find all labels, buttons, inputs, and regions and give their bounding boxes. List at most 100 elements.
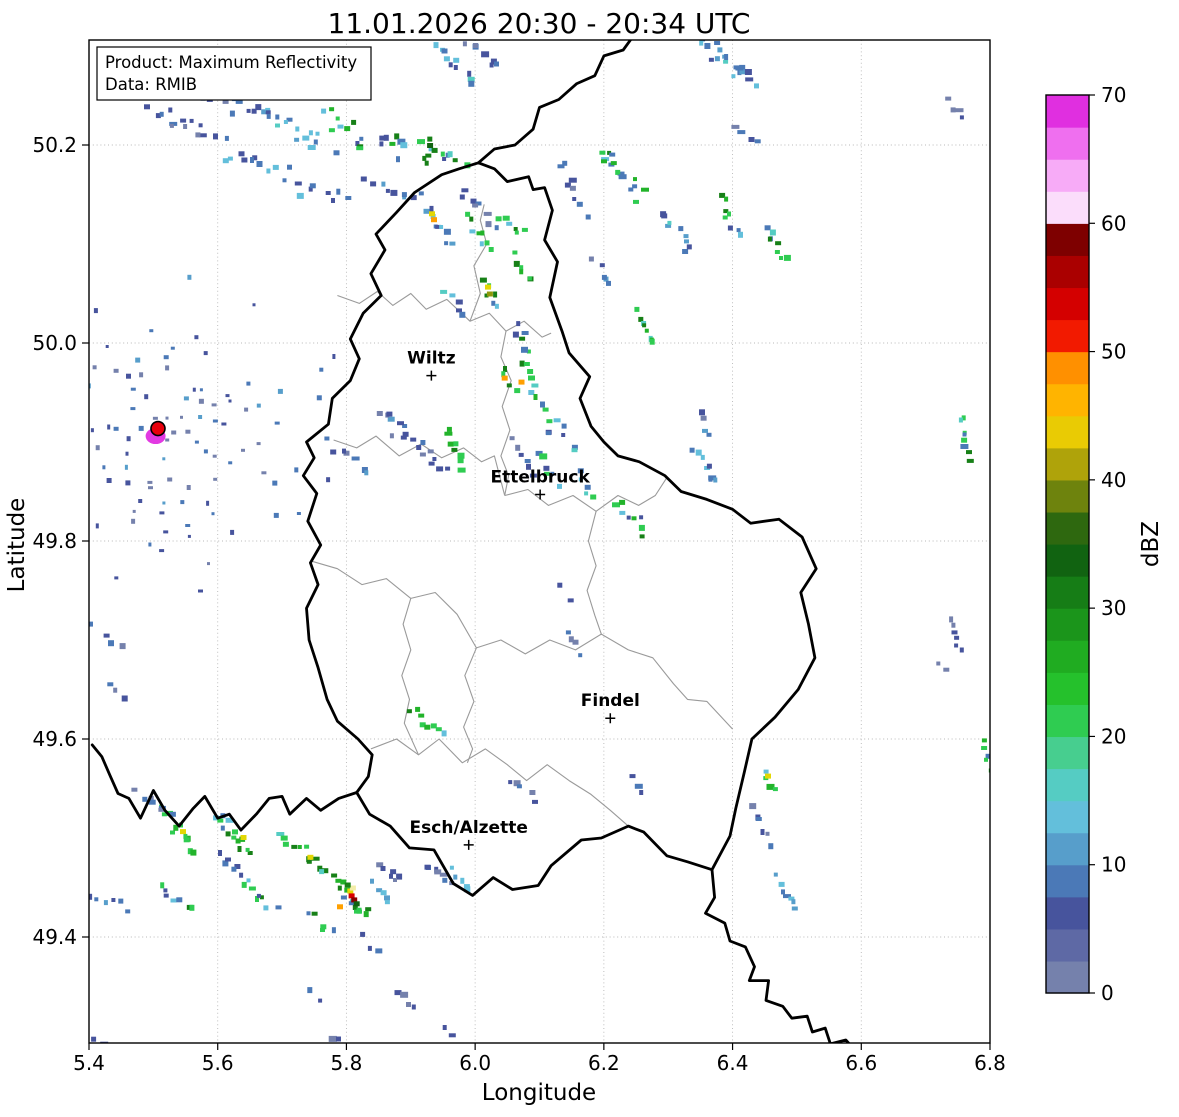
colorbar-segment bbox=[1046, 319, 1089, 353]
echo-cell bbox=[211, 403, 217, 407]
echo-cell bbox=[183, 396, 189, 401]
echo-cell bbox=[981, 738, 987, 743]
echo-cell bbox=[113, 687, 118, 693]
echo-cell bbox=[206, 500, 210, 506]
echo-cell bbox=[959, 647, 964, 653]
echo-cell bbox=[256, 403, 261, 408]
echo-cell bbox=[992, 773, 1000, 777]
echo-cell bbox=[633, 199, 639, 204]
echo-cell bbox=[667, 220, 672, 225]
echo-cell bbox=[439, 225, 444, 229]
echo-cell bbox=[183, 124, 188, 129]
echo-cell bbox=[82, 435, 87, 440]
echo-cell bbox=[135, 357, 141, 363]
echo-cell bbox=[954, 635, 960, 640]
echo-cell bbox=[442, 157, 447, 161]
echo-cell bbox=[704, 43, 711, 49]
echo-cell bbox=[427, 136, 433, 142]
echo-cell bbox=[180, 415, 183, 419]
echo-cell bbox=[553, 418, 561, 423]
y-tick-label: 50.0 bbox=[32, 331, 77, 355]
echo-cell bbox=[708, 477, 713, 482]
echo-cell bbox=[376, 411, 383, 416]
echo-cell bbox=[446, 426, 452, 432]
info-box-frame bbox=[96, 46, 372, 101]
echo-cell bbox=[788, 896, 795, 901]
echo-cell bbox=[576, 201, 583, 207]
echo-cell bbox=[198, 415, 203, 419]
echo-cell bbox=[92, 365, 97, 370]
echo-cell bbox=[266, 113, 271, 119]
echo-cell bbox=[468, 80, 475, 87]
echo-cell bbox=[638, 316, 644, 322]
echo-cell bbox=[165, 438, 170, 442]
echo-cell bbox=[203, 351, 208, 356]
echo-cell bbox=[577, 468, 584, 474]
echo-cell bbox=[502, 215, 510, 221]
echo-cell bbox=[683, 234, 689, 239]
echo-cell bbox=[503, 366, 507, 372]
echo-cell bbox=[514, 230, 519, 235]
echo-cell bbox=[467, 70, 472, 77]
echo-cell bbox=[943, 667, 950, 672]
echo-cell bbox=[754, 83, 759, 89]
echo-cell bbox=[494, 303, 499, 309]
echo-cell bbox=[561, 423, 567, 429]
echo-cell bbox=[966, 450, 972, 455]
colorbar-segment bbox=[1046, 704, 1089, 738]
echo-cell bbox=[424, 160, 429, 166]
echo-cell bbox=[337, 885, 342, 891]
echo-cell bbox=[396, 873, 403, 880]
echo-cell bbox=[981, 746, 988, 750]
echo-cell bbox=[424, 724, 431, 730]
echo-cell bbox=[959, 115, 964, 120]
echo-cell bbox=[321, 108, 327, 114]
echo-cell bbox=[336, 1036, 341, 1042]
echo-cell bbox=[163, 355, 169, 360]
echo-cell bbox=[389, 873, 393, 879]
echo-cell bbox=[165, 365, 170, 371]
echo-cell bbox=[139, 372, 144, 378]
echo-cell bbox=[132, 509, 136, 513]
echo-cell bbox=[265, 107, 271, 112]
y-tick-label: 49.4 bbox=[32, 925, 77, 949]
colorbar-segment bbox=[1046, 287, 1089, 321]
echo-cell bbox=[119, 643, 126, 650]
echo-cell bbox=[590, 494, 597, 500]
echo-cell bbox=[380, 890, 387, 896]
echo-cell bbox=[246, 381, 251, 386]
echo-cell bbox=[532, 799, 538, 804]
echo-cell bbox=[311, 911, 318, 916]
echo-cell bbox=[628, 187, 634, 192]
echo-cell bbox=[356, 907, 362, 914]
echo-cell bbox=[114, 576, 119, 580]
echo-cell bbox=[176, 897, 183, 903]
echo-cell bbox=[255, 104, 262, 111]
echo-cell bbox=[331, 198, 335, 203]
echo-cell bbox=[521, 227, 528, 232]
echo-cell bbox=[187, 848, 193, 855]
echo-cell bbox=[213, 133, 218, 140]
echo-cell bbox=[295, 126, 300, 132]
echo-cell bbox=[495, 216, 502, 222]
echo-cell bbox=[131, 787, 138, 792]
echo-cell bbox=[194, 335, 199, 340]
echo-cell bbox=[518, 379, 525, 385]
echo-cell bbox=[419, 452, 426, 457]
echo-cell bbox=[337, 124, 344, 129]
echo-cell bbox=[755, 817, 762, 821]
echo-cell bbox=[227, 156, 233, 161]
echo-cell bbox=[512, 331, 519, 338]
echo-cell bbox=[557, 164, 565, 169]
colorbar-segment bbox=[1046, 159, 1089, 192]
echo-cell bbox=[773, 872, 778, 877]
echo-cell bbox=[124, 464, 128, 470]
echo-cell bbox=[352, 905, 358, 910]
echo-cell bbox=[106, 478, 112, 483]
echo-cell bbox=[103, 900, 108, 906]
echo-cell bbox=[379, 141, 384, 147]
echo-cell bbox=[439, 872, 448, 877]
echo-cell bbox=[984, 757, 988, 762]
info-data-line: Data: RMIB bbox=[105, 75, 197, 94]
echo-cell bbox=[584, 484, 591, 490]
